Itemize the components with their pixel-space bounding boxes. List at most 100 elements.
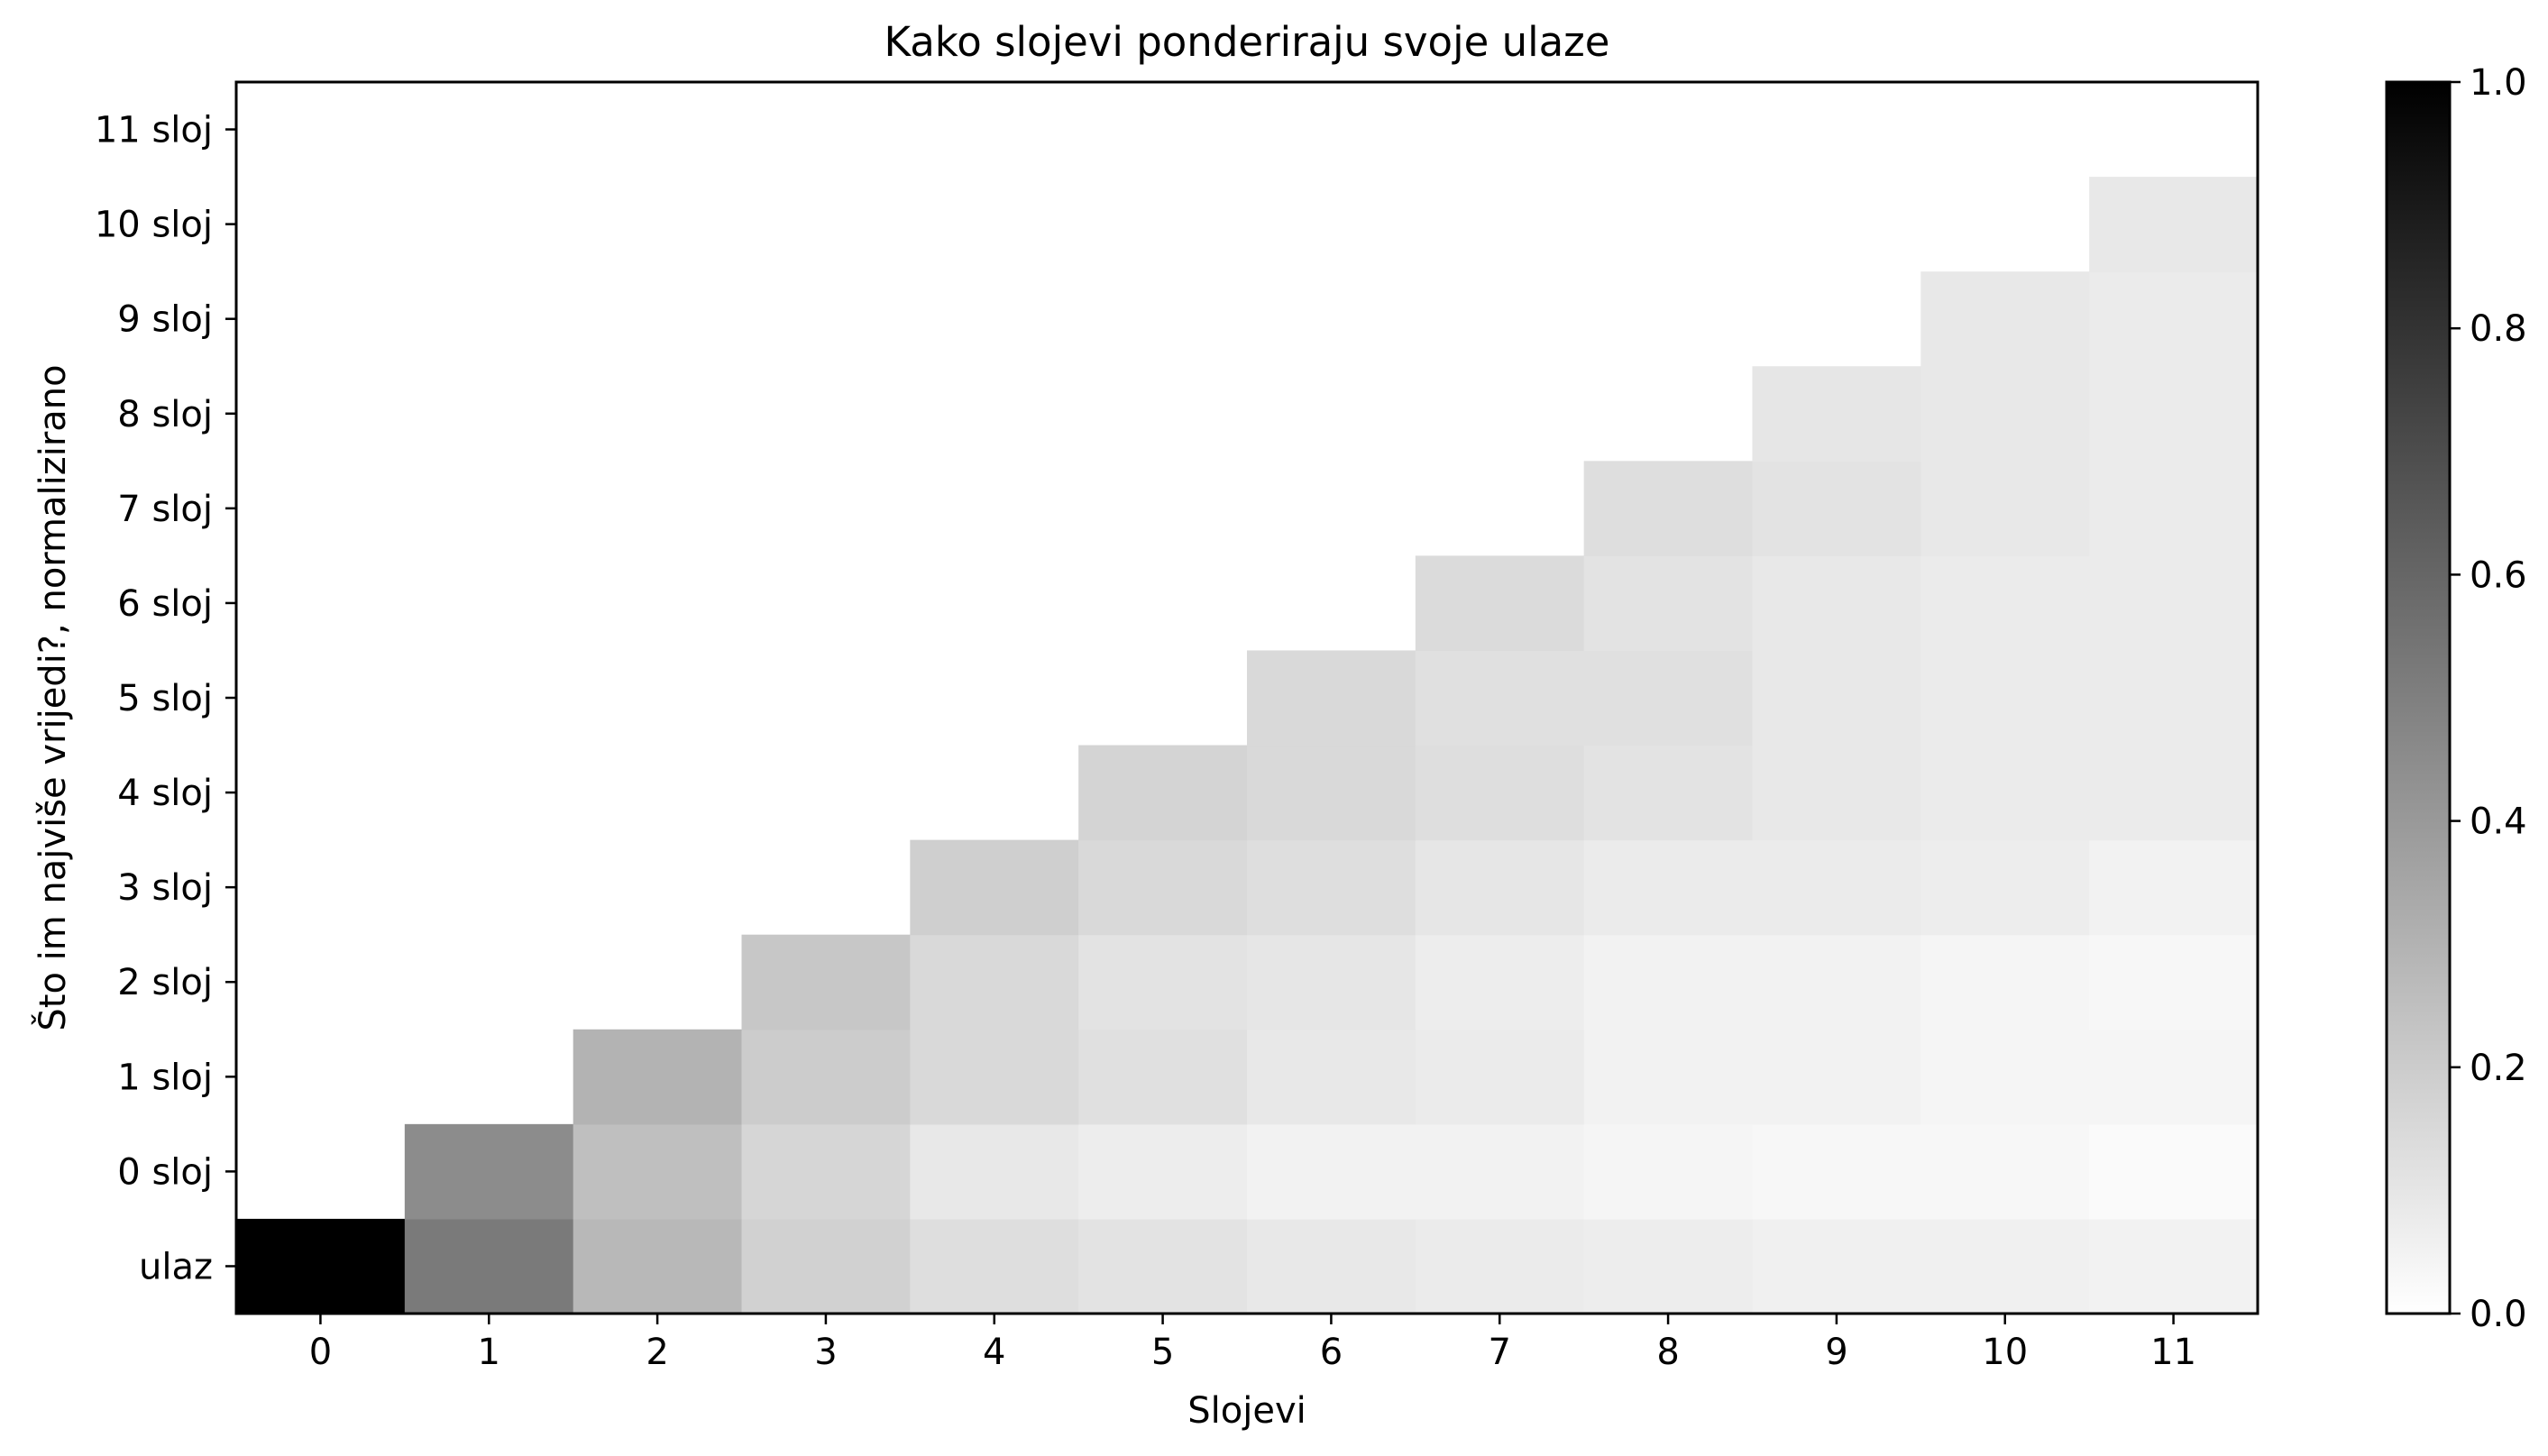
x-tick-label: 5 — [1151, 1332, 1174, 1373]
heatmap-cell — [1415, 650, 1585, 746]
heatmap-cell — [1920, 461, 2090, 556]
heatmap-cell — [1920, 839, 2090, 936]
x-tick-label: 1 — [478, 1332, 500, 1373]
x-axis-label: Slojevi — [1187, 1390, 1306, 1432]
heatmap-cell — [1583, 934, 1754, 1030]
x-tick-label: 7 — [1489, 1332, 1511, 1373]
y-tick-label: 0 sloj — [117, 1151, 213, 1193]
heatmap-cell — [1078, 745, 1248, 841]
heatmap-cell — [1920, 366, 2090, 462]
heatmap-cell — [2089, 177, 2259, 272]
y-axis-ticks: ulaz 0 sloj 1 sloj 2 sloj 3 sloj 4 sloj 5 sloj… — [95, 110, 236, 1287]
heatmap-cell — [573, 1123, 743, 1220]
y-tick-label: 4 sloj — [117, 773, 213, 814]
heatmap-cell — [1752, 839, 1921, 936]
chart-title: Kako slojevi ponderiraju svoje ulaze — [884, 18, 1610, 66]
heatmap-cell — [1247, 839, 1416, 936]
heatmap-cell — [2089, 934, 2259, 1030]
heatmap-cell — [1078, 1029, 1248, 1125]
heatmap-cell — [1920, 1218, 2090, 1314]
heatmap-cell — [1078, 1123, 1248, 1220]
heatmap-cell — [1415, 555, 1585, 652]
heatmap-cell — [1920, 650, 2090, 746]
heatmap-cell — [1583, 1029, 1754, 1125]
heatmap-cell — [2089, 1029, 2259, 1125]
heatmap-cell — [1752, 650, 1921, 746]
heatmap-cell — [573, 1218, 743, 1314]
heatmap-cell — [2089, 745, 2259, 841]
heatmap-cell — [1583, 461, 1754, 556]
y-tick-label: 10 sloj — [95, 205, 213, 246]
heatmap-cell — [1415, 745, 1585, 841]
heatmap-cell — [1583, 555, 1754, 652]
x-tick-label: 11 — [2150, 1332, 2196, 1373]
heatmap-cell — [1583, 1123, 1754, 1220]
x-tick-label: 0 — [309, 1332, 332, 1373]
x-tick-label: 2 — [646, 1332, 668, 1373]
heatmap-cell — [1247, 1123, 1416, 1220]
colorbar-tick-label: 0.8 — [2470, 308, 2527, 350]
heatmap-cell — [2089, 555, 2259, 652]
heatmap-cell — [1415, 1123, 1585, 1220]
heatmap-cell — [910, 839, 1079, 936]
heatmap-cell — [741, 1123, 911, 1220]
heatmap-cell — [1247, 1218, 1416, 1314]
heatmap-cell — [1078, 934, 1248, 1030]
heatmap-cell — [1247, 934, 1416, 1030]
colorbar-tick-label: 1.0 — [2470, 62, 2527, 104]
heatmap-cell — [404, 1123, 574, 1220]
x-tick-label: 9 — [1825, 1332, 1847, 1373]
heatmap-cell — [1752, 1029, 1921, 1125]
heatmap-cell — [1752, 1218, 1921, 1314]
heatmap-cell — [2089, 1123, 2259, 1220]
heatmap-cells — [236, 177, 2259, 1314]
heatmap-cell — [1920, 1123, 2090, 1220]
heatmap-cell — [741, 1029, 911, 1125]
colorbar-tick-label: 0.4 — [2470, 801, 2527, 843]
heatmap-cell — [1752, 366, 1921, 462]
y-tick-label: 9 sloj — [117, 299, 213, 341]
heatmap-cell — [1920, 555, 2090, 652]
heatmap-cell — [2089, 461, 2259, 556]
y-tick-label: 2 sloj — [117, 962, 213, 1003]
heatmap-cell — [236, 1218, 406, 1314]
heatmap-cell — [1920, 745, 2090, 841]
heatmap-cell — [2089, 366, 2259, 462]
heatmap-cell — [2089, 650, 2259, 746]
heatmap-cell — [1415, 1029, 1585, 1125]
colorbar — [2385, 80, 2452, 1315]
y-tick-label: 5 sloj — [117, 678, 213, 719]
heatmap-cell — [1583, 839, 1754, 936]
heatmap-cell — [1752, 461, 1921, 556]
heatmap-cell — [910, 1123, 1079, 1220]
heatmap-cell — [1247, 650, 1416, 746]
heatmap-cell — [1078, 1218, 1248, 1314]
heatmap-cell — [741, 934, 911, 1030]
heatmap-cell — [2089, 1218, 2259, 1314]
heatmap-cell — [1920, 934, 2090, 1030]
y-tick-label: 6 sloj — [117, 583, 213, 625]
x-tick-label: 10 — [1982, 1332, 2028, 1373]
y-tick-label: 11 sloj — [95, 110, 213, 151]
x-tick-label: 3 — [814, 1332, 837, 1373]
heatmap-cell — [1583, 745, 1754, 841]
heatmap-cell — [1247, 1029, 1416, 1125]
heatmap-cell — [1583, 1218, 1754, 1314]
heatmap-cell — [1583, 650, 1754, 746]
colorbar-tick-label: 0.0 — [2470, 1294, 2527, 1335]
y-tick-label: ulaz — [139, 1246, 213, 1287]
y-tick-label: 7 sloj — [117, 489, 213, 530]
heatmap-cell — [1752, 934, 1921, 1030]
heatmap-cell — [741, 1218, 911, 1314]
heatmap-cell — [1920, 271, 2090, 367]
heatmap-cell — [1247, 745, 1416, 841]
heatmap-cell — [1920, 1029, 2090, 1125]
heatmap-cell — [910, 934, 1079, 1030]
colorbar-tick-label: 0.6 — [2470, 554, 2527, 596]
y-tick-label: 3 sloj — [117, 867, 213, 909]
heatmap-cell — [910, 1029, 1079, 1125]
x-tick-label: 4 — [983, 1332, 1005, 1373]
x-axis-ticks: 0 1 2 3 4 5 6 7 8 9 10 11 — [309, 1314, 2196, 1373]
